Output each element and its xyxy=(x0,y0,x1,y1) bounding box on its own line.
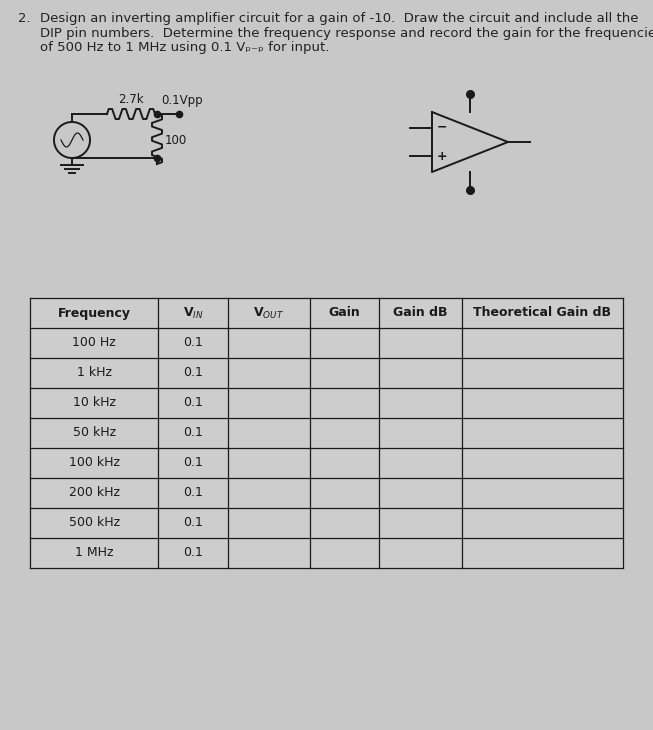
Text: 100: 100 xyxy=(165,134,187,147)
Text: 0.1: 0.1 xyxy=(183,517,203,529)
Text: 10 kHz: 10 kHz xyxy=(72,396,116,410)
Text: 200 kHz: 200 kHz xyxy=(69,486,119,499)
Text: +: + xyxy=(437,150,447,163)
Text: 1 MHz: 1 MHz xyxy=(75,547,114,559)
Text: DIP pin numbers.  Determine the frequency response and record the gain for the f: DIP pin numbers. Determine the frequency… xyxy=(40,26,653,39)
Text: 0.1: 0.1 xyxy=(183,337,203,350)
Text: 0.1: 0.1 xyxy=(183,486,203,499)
Bar xyxy=(30,298,623,568)
Text: 2.: 2. xyxy=(18,12,31,25)
Text: Gain dB: Gain dB xyxy=(393,307,448,320)
Text: 500 kHz: 500 kHz xyxy=(69,517,119,529)
Text: 0.1: 0.1 xyxy=(183,396,203,410)
Text: of 500 Hz to 1 MHz using 0.1 Vₚ₋ₚ for input.: of 500 Hz to 1 MHz using 0.1 Vₚ₋ₚ for in… xyxy=(40,41,329,54)
Text: 0.1: 0.1 xyxy=(183,426,203,439)
Text: 0.1Vpp: 0.1Vpp xyxy=(161,94,202,107)
Text: 100 Hz: 100 Hz xyxy=(72,337,116,350)
Text: V$_{OUT}$: V$_{OUT}$ xyxy=(253,305,284,320)
Text: V$_{IN}$: V$_{IN}$ xyxy=(183,305,204,320)
Text: 0.1: 0.1 xyxy=(183,456,203,469)
Text: 1 kHz: 1 kHz xyxy=(77,366,112,380)
Text: 100 kHz: 100 kHz xyxy=(69,456,119,469)
Text: 0.1: 0.1 xyxy=(183,547,203,559)
Text: Theoretical Gain dB: Theoretical Gain dB xyxy=(473,307,611,320)
Text: 0.1: 0.1 xyxy=(183,366,203,380)
Text: 2.7k: 2.7k xyxy=(118,93,144,106)
Text: 50 kHz: 50 kHz xyxy=(72,426,116,439)
Text: −: − xyxy=(437,120,447,134)
Text: Frequency: Frequency xyxy=(57,307,131,320)
Text: Design an inverting amplifier circuit for a gain of -10.  Draw the circuit and i: Design an inverting amplifier circuit fo… xyxy=(40,12,639,25)
Text: Gain: Gain xyxy=(328,307,360,320)
